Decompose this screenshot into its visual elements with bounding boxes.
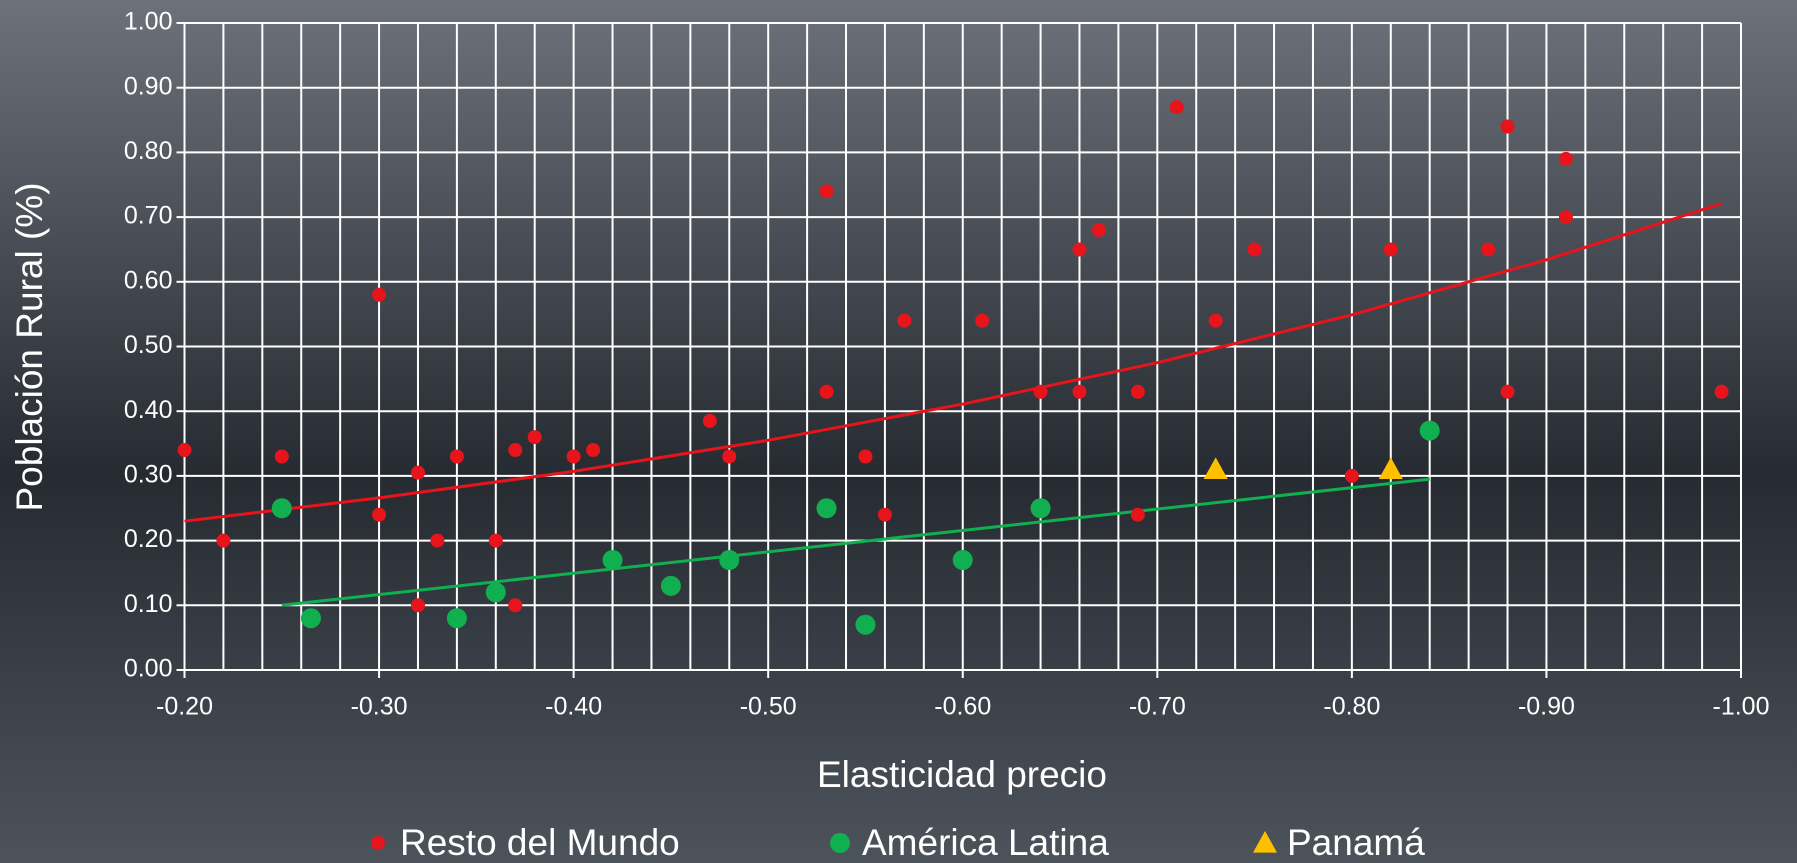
x-tick-label: -0.80 <box>1323 693 1380 721</box>
point <box>877 507 892 522</box>
point <box>566 449 581 464</box>
point <box>858 449 873 464</box>
point <box>819 384 834 399</box>
y-tick-label: 0.30 <box>124 461 173 489</box>
point <box>527 430 542 445</box>
y-axis-title: Población Rural (%) <box>9 182 50 511</box>
legend-label: Panamá <box>1287 822 1425 863</box>
y-tick-label: 0.90 <box>124 72 173 100</box>
x-tick-label: -0.30 <box>351 693 408 721</box>
x-tick-label: -0.20 <box>156 693 213 721</box>
point <box>602 550 623 571</box>
y-tick-label: 0.50 <box>124 331 173 359</box>
legend-marker <box>830 833 850 853</box>
point <box>1344 468 1359 483</box>
point <box>1419 420 1440 441</box>
point <box>1072 242 1087 257</box>
point <box>1500 384 1515 399</box>
point <box>1091 223 1106 238</box>
y-tick-label: 1.00 <box>124 8 173 36</box>
trendline <box>184 202 1722 523</box>
point <box>1714 384 1729 399</box>
y-tick-label: 0.80 <box>124 137 173 165</box>
point <box>1169 100 1184 115</box>
point <box>816 498 837 519</box>
point <box>508 443 523 458</box>
x-tick-label: -1.00 <box>1713 693 1770 721</box>
x-tick-label: -0.50 <box>740 693 797 721</box>
point <box>177 443 192 458</box>
y-tick-label: 0.10 <box>124 590 173 618</box>
point <box>855 614 876 635</box>
y-tick-label: 0.60 <box>124 266 173 294</box>
point <box>897 313 912 328</box>
point <box>372 287 387 302</box>
point <box>819 184 834 199</box>
point <box>430 533 445 548</box>
point <box>410 598 425 613</box>
y-tick-label: 0.40 <box>124 396 173 424</box>
point <box>1208 313 1223 328</box>
point <box>485 582 506 603</box>
trendline <box>281 477 1430 607</box>
point <box>1030 498 1051 519</box>
point <box>1072 384 1087 399</box>
point <box>586 443 601 458</box>
legend-marker <box>1253 831 1277 853</box>
point <box>1130 507 1145 522</box>
point <box>1247 242 1262 257</box>
point <box>410 465 425 480</box>
point <box>1500 119 1515 134</box>
x-tick-label: -0.60 <box>934 693 991 721</box>
point <box>449 449 464 464</box>
x-axis-title: Elasticidad precio <box>817 754 1107 795</box>
point <box>1558 151 1573 166</box>
point <box>975 313 990 328</box>
point <box>216 533 231 548</box>
point <box>1033 384 1048 399</box>
y-tick-label: 0.00 <box>124 655 173 683</box>
point <box>722 449 737 464</box>
point <box>274 449 289 464</box>
point <box>702 413 717 428</box>
point <box>660 575 681 596</box>
point <box>508 598 523 613</box>
legend-label: Resto del Mundo <box>400 822 680 863</box>
point <box>1203 457 1228 480</box>
point <box>1383 242 1398 257</box>
point <box>719 550 740 571</box>
point <box>300 608 321 629</box>
point <box>1378 457 1403 480</box>
legend-label: América Latina <box>862 822 1109 863</box>
point <box>952 550 973 571</box>
x-tick-label: -0.40 <box>545 693 602 721</box>
y-tick-label: 0.20 <box>124 525 173 553</box>
point <box>1558 210 1573 225</box>
point <box>1130 384 1145 399</box>
x-tick-label: -0.90 <box>1518 693 1575 721</box>
point <box>488 533 503 548</box>
legend-marker <box>371 836 385 850</box>
point <box>1481 242 1496 257</box>
point <box>271 498 292 519</box>
y-tick-label: 0.70 <box>124 202 173 230</box>
point <box>372 507 387 522</box>
x-tick-label: -0.70 <box>1129 693 1186 721</box>
point <box>446 608 467 629</box>
